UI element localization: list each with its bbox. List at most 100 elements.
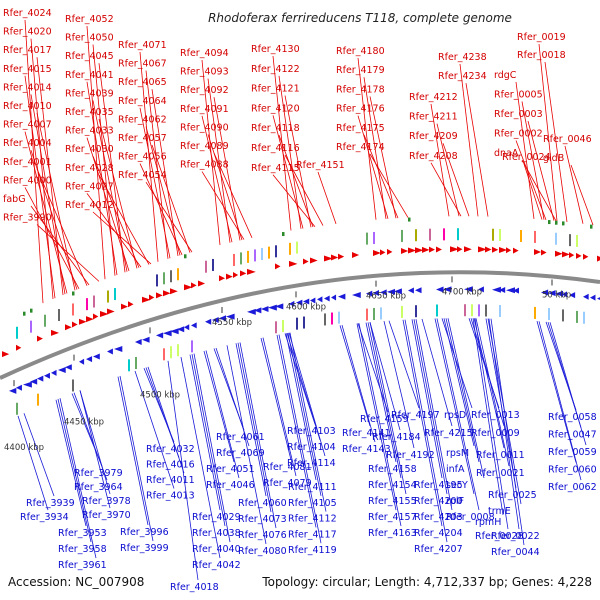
gene-label: Rfer_4018 bbox=[170, 582, 219, 593]
cog-mark bbox=[464, 304, 466, 317]
connector-line bbox=[544, 61, 568, 222]
forward-gene-mark bbox=[583, 253, 589, 260]
gene-label: Rfer_4040 bbox=[192, 544, 241, 555]
gene-label: Rfer_4020 bbox=[3, 27, 52, 38]
gene-label: Rfer_3958 bbox=[58, 544, 107, 555]
bottom-label-connectors bbox=[17, 318, 587, 581]
reverse-gene-mark bbox=[352, 292, 361, 299]
gene-label: Rfer_4012 bbox=[65, 200, 114, 211]
forward-gene-mark bbox=[464, 246, 472, 253]
gene-label: Rfer_4013 bbox=[146, 491, 195, 502]
connector-line bbox=[36, 168, 88, 286]
gene-label: Rfer_4007 bbox=[3, 120, 52, 131]
gene-label: Rfer_0002 bbox=[494, 129, 543, 140]
connector-line bbox=[92, 156, 140, 268]
gene-label: Rfer_4091 bbox=[180, 104, 229, 115]
gene-label: Rfer_0003 bbox=[494, 109, 543, 120]
connector-line bbox=[139, 107, 171, 259]
reverse-gene-mark bbox=[135, 339, 142, 346]
reverse-gene-mark bbox=[303, 298, 310, 305]
connector-line bbox=[475, 318, 510, 467]
forward-gene-mark bbox=[478, 246, 487, 253]
cog-mark bbox=[471, 304, 473, 317]
gene-label: Rfer_4015 bbox=[3, 64, 52, 75]
connector-line bbox=[139, 51, 159, 262]
connector-line bbox=[549, 322, 587, 446]
gene-label: Rfer_0059 bbox=[548, 447, 597, 458]
gene-label: Rfer_4090 bbox=[180, 122, 229, 133]
cog-mark bbox=[86, 298, 88, 311]
gene-label: Rfer_0058 bbox=[548, 412, 597, 423]
reverse-gene-mark bbox=[170, 328, 179, 335]
cog-mark bbox=[72, 303, 74, 316]
cog-mark bbox=[44, 314, 46, 327]
gene-label: Rfer_4157 bbox=[368, 512, 417, 523]
connector-line bbox=[445, 318, 480, 463]
reverse-gene-mark bbox=[212, 316, 219, 323]
connector-line bbox=[23, 413, 55, 497]
cog-mark bbox=[156, 274, 158, 287]
position-ticks: 4400 kbp 4450 kbp 4500 kbp 4550 kbp 4600 kbp… bbox=[4, 276, 571, 453]
connector-line bbox=[442, 143, 470, 217]
tick-label: 50 kbp bbox=[542, 291, 571, 301]
connector-line bbox=[86, 137, 130, 272]
connector-line bbox=[284, 95, 312, 228]
cog-mark bbox=[296, 241, 298, 254]
gene-label: Rfer_0025 bbox=[488, 490, 537, 501]
connector-line bbox=[119, 375, 154, 542]
cog-mark bbox=[240, 252, 242, 265]
connector-line bbox=[367, 322, 402, 479]
reverse-gene-mark bbox=[142, 336, 150, 343]
gene-label: Rfer_4027 bbox=[65, 181, 114, 192]
gene-label: Rfer_4029 bbox=[192, 512, 241, 523]
gene-label: Rfer_4207 bbox=[414, 544, 463, 555]
gene-label: Rfer_4143 bbox=[342, 444, 391, 455]
cog-mark bbox=[576, 310, 578, 323]
reverse-gene-mark bbox=[65, 364, 72, 371]
connector-line bbox=[339, 325, 371, 427]
forward-gene-mark bbox=[485, 246, 492, 253]
forward-gene-mark bbox=[149, 294, 155, 301]
cog-mark bbox=[583, 311, 585, 324]
gene-label: Rfer_4038 bbox=[192, 528, 241, 539]
gene-label: Rfer_0062 bbox=[548, 482, 597, 493]
cog-mark bbox=[16, 326, 18, 339]
gene-label: Rfer_4114 bbox=[287, 458, 336, 469]
cog-mark bbox=[331, 312, 333, 325]
forward-gene-mark bbox=[51, 329, 60, 336]
reverse-gene-mark bbox=[9, 387, 17, 394]
cog-mark bbox=[205, 260, 207, 273]
forward-gene-mark bbox=[569, 252, 575, 259]
cog-mark bbox=[191, 340, 193, 353]
gene-label: Rfer_0060 bbox=[548, 465, 597, 476]
reverse-gene-mark bbox=[296, 299, 303, 306]
gene-label: Rfer_4057 bbox=[118, 133, 167, 144]
forward-gene-mark bbox=[401, 247, 409, 254]
forward-gene-mark bbox=[100, 311, 109, 317]
gene-label: Rfer_3999 bbox=[120, 543, 169, 554]
gene-label: rpsD bbox=[444, 410, 466, 421]
reverse-gene-mark bbox=[387, 288, 396, 295]
forward-gene-mark bbox=[324, 255, 333, 262]
connector-line bbox=[151, 144, 191, 253]
reverse-gene-mark bbox=[380, 289, 387, 296]
connector-line bbox=[98, 118, 138, 269]
reverse-gene-mark bbox=[156, 332, 164, 339]
connector-line bbox=[272, 174, 316, 227]
connector-line bbox=[278, 75, 302, 229]
cog-mark bbox=[303, 316, 305, 329]
reverse-gene-mark bbox=[247, 308, 256, 315]
reverse-gene-mark bbox=[555, 290, 564, 297]
gene-label: Rfer_4081 bbox=[263, 462, 312, 473]
connector-line bbox=[474, 318, 509, 530]
connector-line bbox=[369, 322, 407, 495]
reverse-gene-mark bbox=[513, 287, 520, 294]
gene-label: Rfer_0024 bbox=[502, 152, 551, 163]
gene-label: Rfer_4065 bbox=[118, 77, 167, 88]
forward-gene-mark bbox=[576, 252, 582, 259]
gene-label: gidB bbox=[543, 153, 564, 164]
cog-mark bbox=[443, 228, 445, 241]
connector-line bbox=[488, 318, 520, 530]
reverse-gene-mark bbox=[464, 286, 473, 293]
connector-line bbox=[365, 322, 397, 463]
